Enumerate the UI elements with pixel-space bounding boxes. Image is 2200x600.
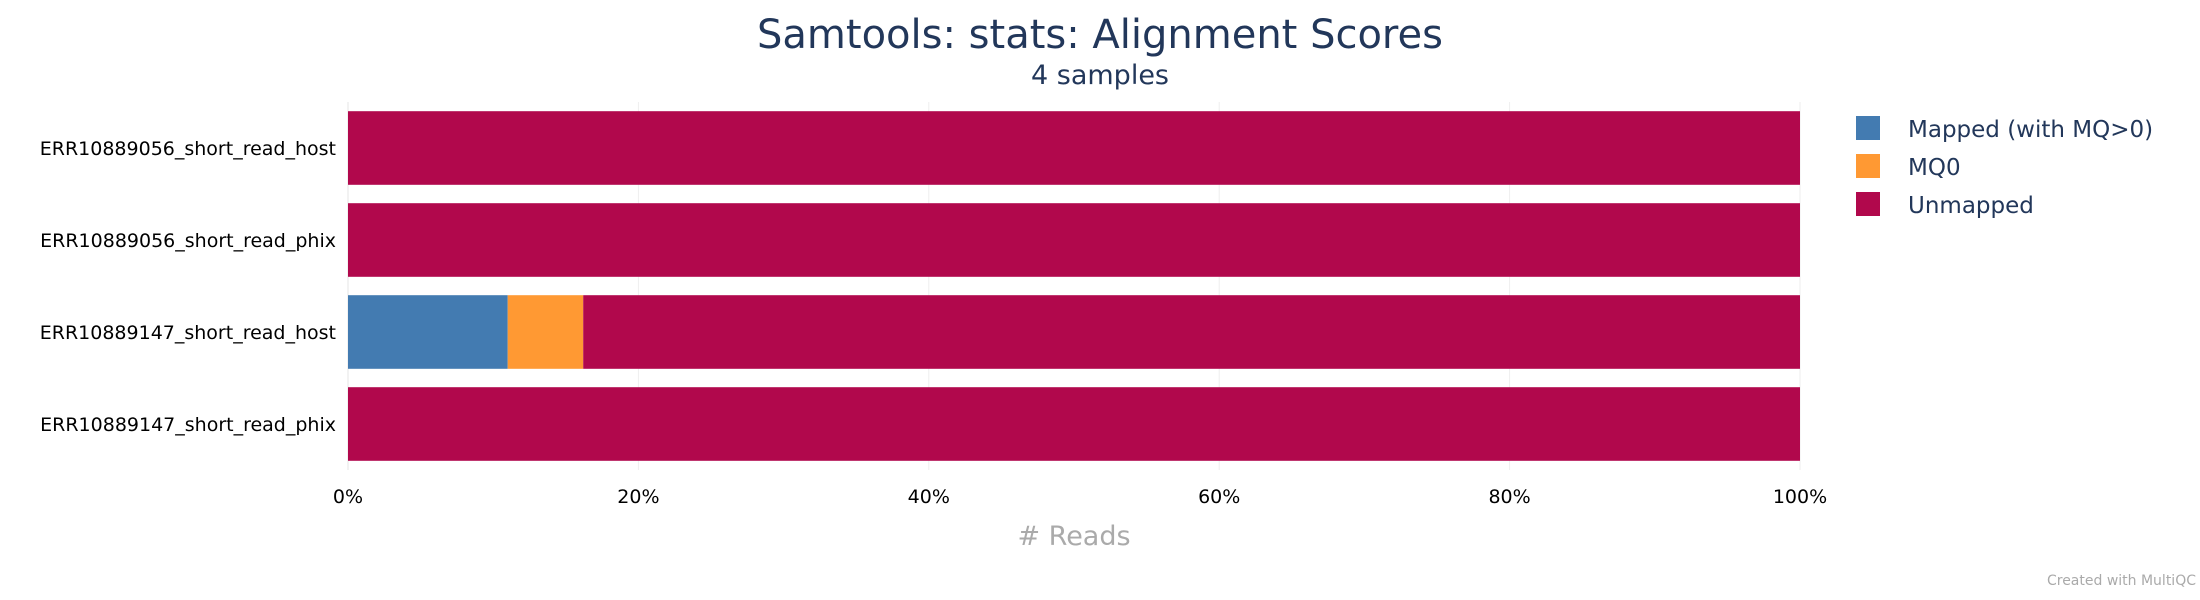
bar-segment[interactable] (348, 203, 1800, 277)
x-tick-label: 100% (1773, 486, 1827, 508)
legend-label[interactable]: MQ0 (1908, 155, 1961, 181)
legend-swatch (1856, 192, 1880, 216)
bar-segment[interactable] (348, 387, 1800, 461)
chart-title: Samtools: stats: Alignment Scores (757, 12, 1443, 58)
credit-text: Created with MultiQC (2047, 573, 2196, 589)
y-axis-label: ERR10889147_short_read_phix (40, 414, 336, 436)
y-axis-label: ERR10889147_short_read_host (40, 322, 336, 344)
bar-segment[interactable] (583, 295, 1800, 369)
x-tick-label: 40% (908, 486, 950, 508)
chart-subtitle: 4 samples (1031, 60, 1169, 91)
legend-label[interactable]: Unmapped (1908, 193, 2034, 219)
bar-segment[interactable] (507, 295, 584, 369)
legend: Mapped (with MQ>0) MQ0 Unmapped (1856, 116, 2153, 219)
legend-swatch (1856, 116, 1880, 140)
y-axis-label: ERR10889056_short_read_phix (40, 230, 336, 252)
y-axis-label: ERR10889056_short_read_host (40, 138, 336, 160)
bar-segment[interactable] (348, 295, 508, 369)
x-tick-label: 0% (333, 486, 363, 508)
x-axis-ticks: 0% 20% 40% 60% 80% 100% (333, 486, 1827, 508)
bars (348, 111, 1800, 461)
x-tick-label: 20% (617, 486, 659, 508)
x-tick-label: 80% (1488, 486, 1530, 508)
y-axis-labels: ERR10889056_short_read_host ERR10889056_s… (40, 138, 336, 436)
legend-label[interactable]: Mapped (with MQ>0) (1908, 117, 2153, 143)
x-tick-label: 60% (1198, 486, 1240, 508)
legend-swatch (1856, 154, 1880, 178)
bar-segment[interactable] (348, 111, 1800, 185)
x-axis-label: # Reads (1017, 521, 1130, 552)
